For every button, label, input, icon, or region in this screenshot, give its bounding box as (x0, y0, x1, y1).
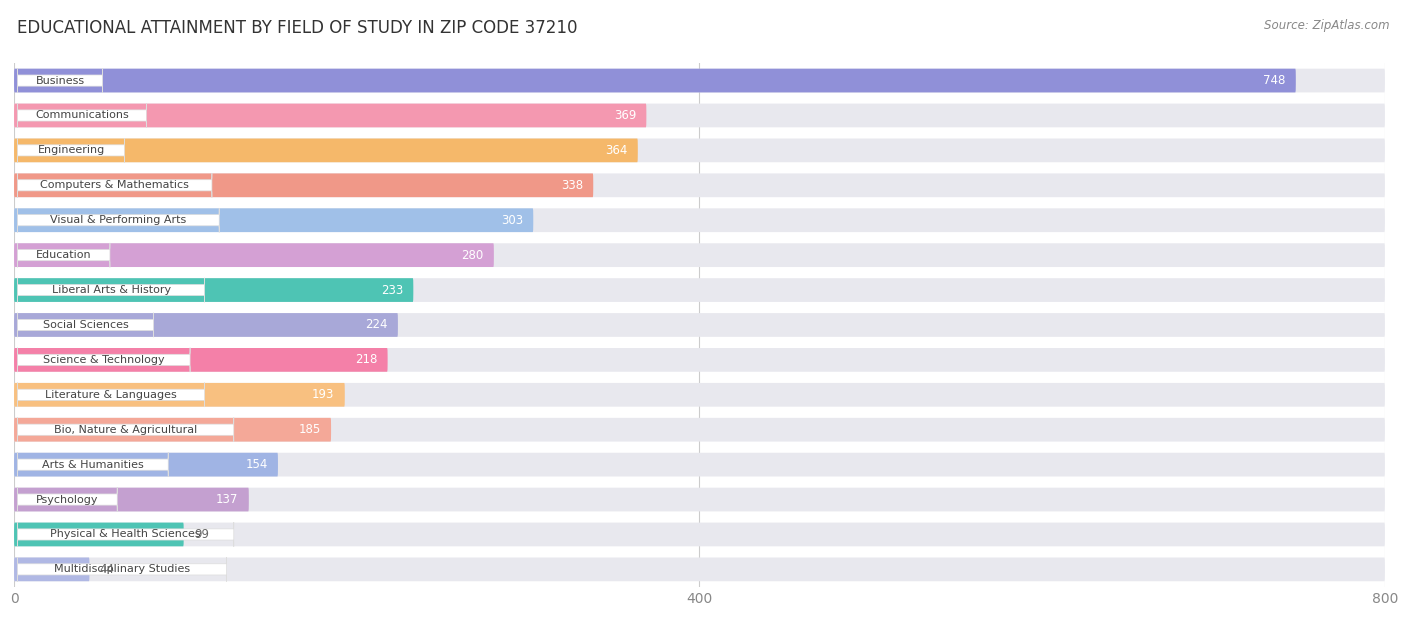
Text: Bio, Nature & Agricultural: Bio, Nature & Agricultural (53, 425, 197, 435)
Text: Arts & Humanities: Arts & Humanities (42, 459, 143, 469)
Text: Liberal Arts & History: Liberal Arts & History (52, 285, 170, 295)
FancyBboxPatch shape (17, 173, 212, 198)
Text: 137: 137 (217, 493, 239, 506)
FancyBboxPatch shape (17, 68, 103, 93)
Text: 280: 280 (461, 249, 484, 262)
Text: 154: 154 (245, 458, 267, 471)
FancyBboxPatch shape (17, 348, 190, 372)
FancyBboxPatch shape (14, 348, 388, 372)
FancyBboxPatch shape (14, 208, 1385, 232)
FancyBboxPatch shape (17, 278, 205, 302)
Text: Visual & Performing Arts: Visual & Performing Arts (51, 215, 187, 225)
Text: 369: 369 (613, 109, 636, 122)
FancyBboxPatch shape (14, 453, 278, 476)
FancyBboxPatch shape (14, 69, 1296, 92)
Text: Engineering: Engineering (38, 145, 104, 155)
Text: 185: 185 (298, 423, 321, 436)
Text: Education: Education (37, 250, 91, 260)
FancyBboxPatch shape (14, 558, 90, 581)
Text: 303: 303 (501, 214, 523, 227)
Text: 233: 233 (381, 283, 404, 297)
FancyBboxPatch shape (14, 278, 413, 302)
FancyBboxPatch shape (14, 522, 1385, 546)
FancyBboxPatch shape (14, 383, 344, 406)
Text: 338: 338 (561, 179, 583, 192)
FancyBboxPatch shape (14, 522, 184, 546)
Text: Communications: Communications (35, 110, 129, 121)
FancyBboxPatch shape (14, 69, 1385, 92)
FancyBboxPatch shape (14, 383, 1385, 406)
Text: Computers & Mathematics: Computers & Mathematics (41, 180, 190, 191)
FancyBboxPatch shape (14, 313, 1385, 337)
FancyBboxPatch shape (14, 103, 1385, 127)
FancyBboxPatch shape (14, 208, 533, 232)
Text: 748: 748 (1263, 74, 1285, 87)
Text: Literature & Languages: Literature & Languages (45, 390, 177, 400)
FancyBboxPatch shape (14, 139, 1385, 162)
FancyBboxPatch shape (17, 487, 117, 512)
FancyBboxPatch shape (14, 348, 1385, 372)
FancyBboxPatch shape (17, 243, 110, 268)
FancyBboxPatch shape (14, 418, 330, 442)
Text: Physical & Health Sciences: Physical & Health Sciences (51, 529, 201, 540)
Text: 44: 44 (100, 563, 115, 576)
FancyBboxPatch shape (14, 139, 638, 162)
Text: 99: 99 (194, 528, 209, 541)
FancyBboxPatch shape (17, 313, 153, 337)
FancyBboxPatch shape (17, 138, 125, 163)
FancyBboxPatch shape (14, 558, 1385, 581)
FancyBboxPatch shape (14, 103, 647, 127)
FancyBboxPatch shape (14, 313, 398, 337)
FancyBboxPatch shape (17, 452, 169, 477)
FancyBboxPatch shape (14, 453, 1385, 476)
FancyBboxPatch shape (14, 244, 494, 267)
Text: 218: 218 (354, 353, 377, 367)
FancyBboxPatch shape (17, 418, 233, 442)
FancyBboxPatch shape (14, 244, 1385, 267)
FancyBboxPatch shape (17, 208, 219, 232)
FancyBboxPatch shape (17, 103, 146, 127)
Text: 364: 364 (605, 144, 627, 157)
Text: Psychology: Psychology (37, 495, 98, 505)
FancyBboxPatch shape (14, 174, 1385, 197)
Text: Science & Technology: Science & Technology (44, 355, 165, 365)
Text: 193: 193 (312, 388, 335, 401)
FancyBboxPatch shape (14, 278, 1385, 302)
Text: EDUCATIONAL ATTAINMENT BY FIELD OF STUDY IN ZIP CODE 37210: EDUCATIONAL ATTAINMENT BY FIELD OF STUDY… (17, 19, 578, 37)
Text: Source: ZipAtlas.com: Source: ZipAtlas.com (1264, 19, 1389, 32)
Text: Business: Business (35, 76, 84, 86)
FancyBboxPatch shape (14, 488, 1385, 511)
FancyBboxPatch shape (17, 382, 205, 407)
Text: Multidisciplinary Studies: Multidisciplinary Studies (53, 564, 190, 574)
FancyBboxPatch shape (17, 522, 233, 546)
Text: 224: 224 (366, 319, 388, 331)
Text: Social Sciences: Social Sciences (42, 320, 128, 330)
FancyBboxPatch shape (14, 174, 593, 197)
FancyBboxPatch shape (14, 488, 249, 511)
FancyBboxPatch shape (17, 557, 226, 582)
FancyBboxPatch shape (14, 418, 1385, 442)
